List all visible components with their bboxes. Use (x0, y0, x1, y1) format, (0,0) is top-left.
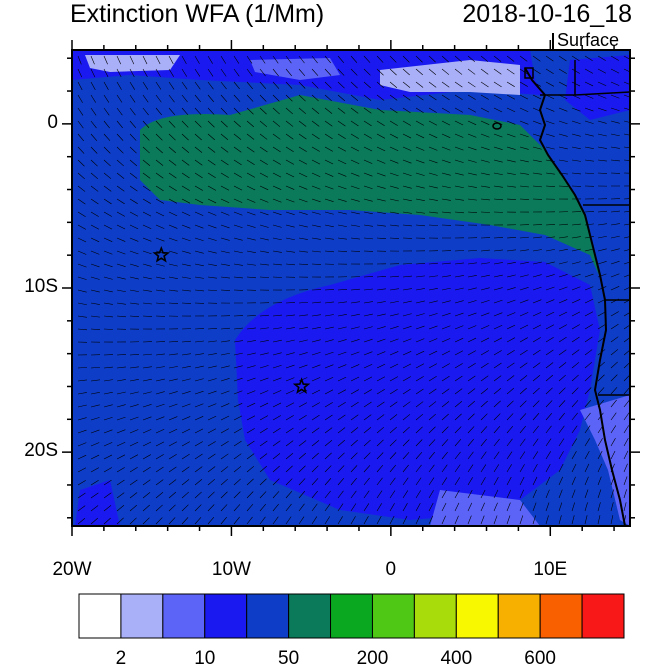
field-bright-blue (235, 258, 600, 520)
y-tick-label: 20S (8, 440, 58, 462)
x-tick-label: 10E (515, 559, 585, 581)
colorbar-swatch (582, 594, 624, 638)
colorbar-swatch (79, 594, 121, 638)
colorbar-swatch (456, 594, 498, 638)
colorbar-swatch (205, 594, 247, 638)
x-tick-label: 0 (356, 559, 426, 581)
y-tick-label: 0 (8, 112, 58, 134)
colorbar-swatch (163, 594, 205, 638)
colorbar-swatch (498, 594, 540, 638)
colorbar-swatch (289, 594, 331, 638)
y-tick-label: 10S (8, 276, 58, 298)
x-tick-label: 10W (196, 559, 266, 581)
colorbar-swatch (372, 594, 414, 638)
x-tick-label: 20W (37, 559, 107, 581)
colorbar-swatch (540, 594, 582, 638)
colorbar-swatch (121, 594, 163, 638)
field-pale-1 (85, 55, 180, 72)
colorbar (79, 594, 624, 638)
colorbar-swatch (247, 594, 289, 638)
map-field (72, 50, 633, 526)
colorbar-swatch (414, 594, 456, 638)
colorbar-swatch (331, 594, 373, 638)
